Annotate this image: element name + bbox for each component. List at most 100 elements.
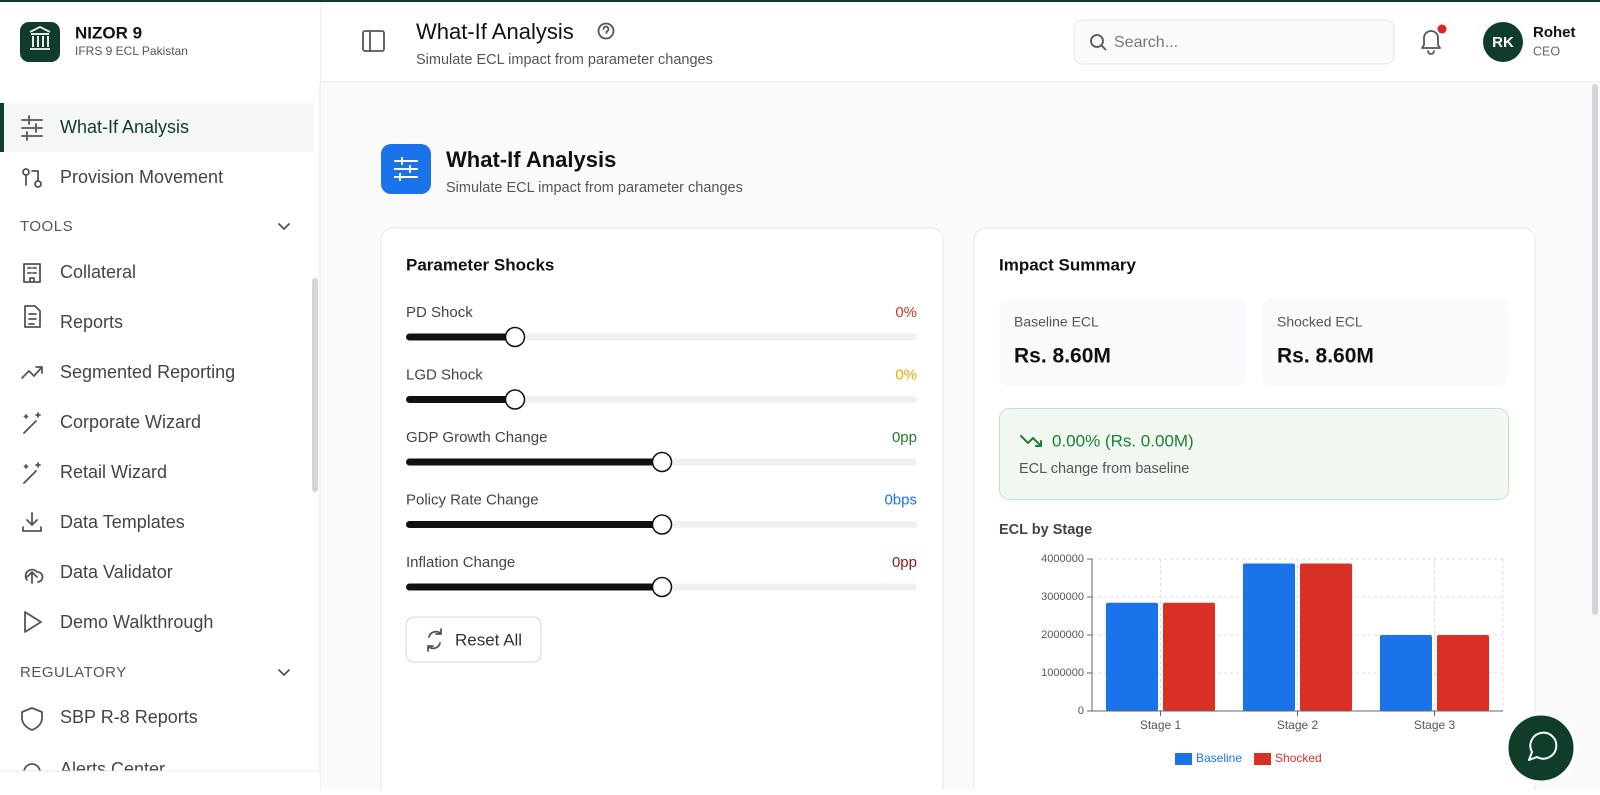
baseline-label: Baseline ECL: [1014, 314, 1099, 330]
slider-thumb[interactable]: [504, 389, 526, 410]
bar[interactable]: [1379, 635, 1432, 711]
search-icon: [1090, 34, 1107, 51]
nav-icon: [21, 366, 43, 379]
chart-title: ECL by Stage: [999, 522, 1092, 538]
slider-thumb[interactable]: [651, 451, 673, 473]
nav-item[interactable]: Corporate Wizard: [60, 412, 201, 432]
slider-label: LGD Shock: [406, 366, 483, 383]
x-tick-label: Stage 2: [1277, 718, 1319, 732]
reset-label[interactable]: Reset All: [455, 630, 522, 649]
slider-value: 0bps: [884, 491, 917, 508]
slider-track[interactable]: [406, 396, 917, 403]
slider-value: 0pp: [892, 429, 917, 446]
help-icon[interactable]: [597, 22, 615, 40]
bar[interactable]: [1300, 563, 1353, 711]
slider-label: GDP Growth Change: [406, 429, 547, 446]
y-tick-label: 4000000: [1041, 553, 1084, 565]
header-title: What-If Analysis: [416, 19, 574, 44]
nav-icon: [23, 462, 41, 484]
nav-icon: [22, 168, 42, 188]
slider-fill: [406, 583, 662, 591]
nav-item[interactable]: Demo Walkthrough: [60, 612, 213, 632]
page-icon-glyph: [394, 157, 418, 181]
slider-label: Policy Rate Change: [406, 491, 539, 508]
search-placeholder[interactable]: Search...: [1114, 34, 1178, 51]
nav-item[interactable]: Data Validator: [60, 562, 173, 582]
slider-fill: [406, 521, 662, 528]
chevron[interactable]: [278, 223, 290, 230]
slider-label: Inflation Change: [406, 554, 515, 571]
nav-icon: [23, 412, 41, 434]
shocked-value: Rs. 8.60M: [1277, 345, 1374, 368]
slider-thumb[interactable]: [651, 576, 673, 598]
bar[interactable]: [1105, 602, 1158, 711]
brand-name: NIZOR 9: [75, 23, 142, 42]
nav-icon: [24, 568, 44, 584]
nav-icon: [22, 512, 42, 532]
page-title: What-If Analysis: [446, 147, 616, 172]
shocked-box: [1262, 298, 1508, 387]
y-tick-label: 0: [1078, 705, 1084, 717]
nav-item[interactable]: Segmented Reporting: [60, 362, 235, 382]
group-title[interactable]: TOOLS: [20, 218, 73, 235]
trend-icon: [1020, 435, 1042, 447]
avatar-initials: RK: [1492, 34, 1514, 51]
nav-item[interactable]: Provision Movement: [60, 167, 223, 187]
group-title[interactable]: REGULATORY: [20, 664, 127, 681]
nav-icon: [21, 707, 43, 731]
y-tick-label: 2000000: [1041, 629, 1084, 641]
nav-icon: [23, 263, 41, 283]
slider-thumb[interactable]: [504, 326, 526, 348]
slider-value: 0%: [895, 366, 917, 383]
change-caption: ECL change from baseline: [1019, 461, 1189, 477]
notification-bell[interactable]: [1421, 30, 1441, 55]
slider-value: 0%: [895, 304, 917, 321]
baseline-value: Rs. 8.60M: [1014, 345, 1111, 368]
brand-icon: [29, 25, 51, 50]
chat-icon: [1528, 731, 1558, 761]
page-scrollbar[interactable]: [1592, 84, 1598, 615]
nav-item[interactable]: Collateral: [60, 262, 136, 282]
active-indicator: [0, 103, 4, 152]
brand-tagline: IFRS 9 ECL Pakistan: [75, 44, 188, 58]
user-name: Rohet: [1533, 24, 1576, 41]
nav-icon: [24, 611, 42, 633]
card-title: Parameter Shocks: [406, 255, 554, 274]
active-item-bg: [0, 103, 313, 152]
nav-icon: [24, 305, 41, 328]
sidebar-scrollbar[interactable]: [312, 278, 318, 492]
user-role: CEO: [1533, 44, 1560, 58]
page-subtitle: Simulate ECL impact from parameter chang…: [446, 180, 743, 196]
sidebar-toggle[interactable]: [362, 30, 385, 52]
bar[interactable]: [1437, 635, 1490, 711]
nav-item[interactable]: SBP R-8 Reports: [60, 707, 198, 727]
slider-fill: [406, 333, 515, 341]
chevron[interactable]: [278, 669, 290, 676]
bar[interactable]: [1163, 602, 1216, 711]
change-value: 0.00% (Rs. 0.00M): [1052, 431, 1194, 450]
top-bar: [0, 0, 1600, 2]
avatar[interactable]: [1483, 22, 1523, 62]
x-tick-label: Stage 1: [1140, 718, 1182, 732]
slider-track[interactable]: [406, 333, 917, 341]
nav-icon: [21, 115, 43, 141]
slider-thumb[interactable]: [651, 514, 673, 535]
nav-item[interactable]: Data Templates: [60, 512, 185, 532]
reset-icon: [427, 628, 442, 652]
reset-button[interactable]: [405, 616, 542, 663]
header-subtitle: Simulate ECL impact from parameter chang…: [416, 52, 713, 68]
shocked-label: Shocked ECL: [1277, 314, 1363, 330]
x-tick-label: Stage 3: [1414, 718, 1456, 732]
legend-label[interactable]: Baseline: [1196, 751, 1242, 765]
slider-fill: [406, 396, 515, 403]
sidebar-footer: [0, 771, 320, 790]
nav-item[interactable]: Retail Wizard: [60, 462, 167, 482]
nav-item[interactable]: Reports: [60, 312, 123, 332]
nav-item-active[interactable]: What-If Analysis: [60, 117, 189, 137]
chat-button[interactable]: [1505, 712, 1577, 784]
notification-dot: [1437, 24, 1447, 34]
legend-label[interactable]: Shocked: [1275, 751, 1322, 765]
bar[interactable]: [1242, 563, 1295, 711]
search-box[interactable]: [1073, 19, 1395, 65]
baseline-box: [999, 298, 1245, 387]
